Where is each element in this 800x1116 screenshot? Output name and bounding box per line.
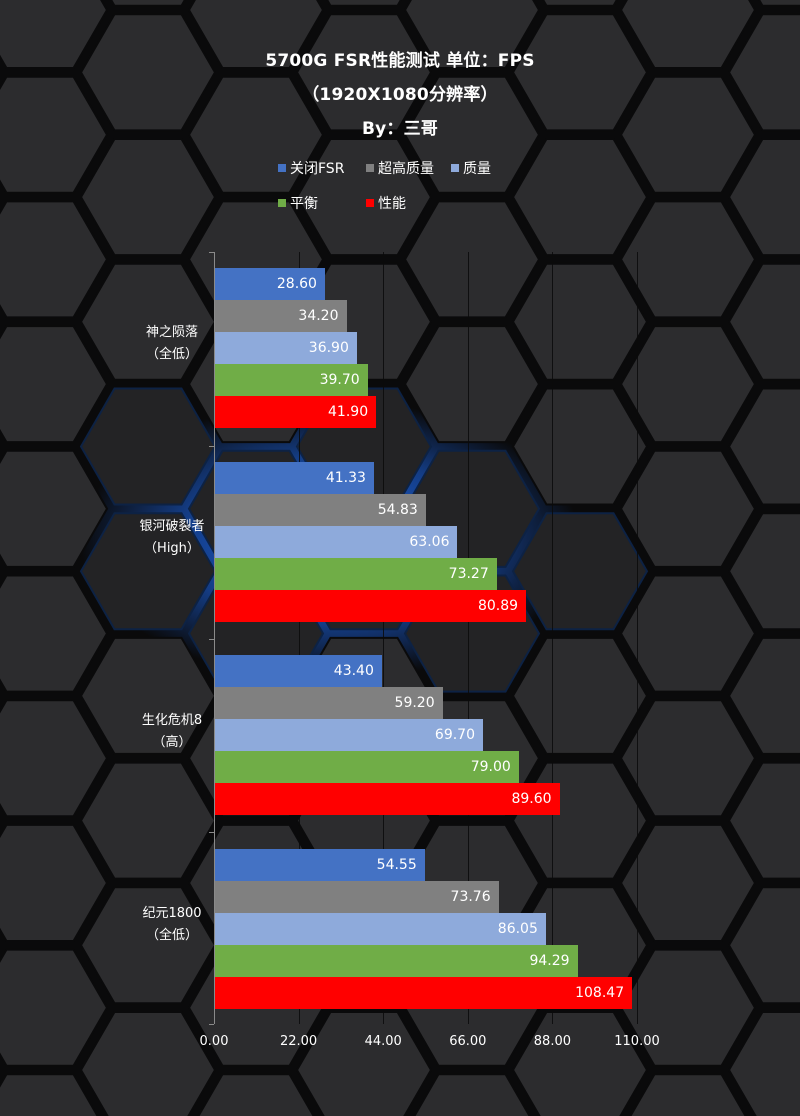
bar-value-label: 54.55 bbox=[376, 857, 417, 873]
gridline bbox=[298, 252, 300, 1024]
bar-value-label: 69.70 bbox=[434, 727, 476, 743]
category-name: 生化危机8 bbox=[141, 713, 203, 728]
x-axis-tick-label: 66.00 bbox=[449, 1034, 487, 1049]
bar[interactable]: 54.55 bbox=[215, 849, 425, 881]
category-setting: （全低） bbox=[145, 928, 198, 943]
legend-swatch-icon bbox=[366, 199, 374, 207]
bar-value-label: 86.05 bbox=[497, 921, 538, 937]
bar-value-label: 80.89 bbox=[477, 598, 519, 614]
category-label-4: 纪元1800 （全低） bbox=[107, 903, 237, 947]
bar[interactable]: 63.06 bbox=[215, 526, 458, 558]
y-axis-tick bbox=[209, 832, 214, 833]
category-label-3: 生化危机8 （高） bbox=[107, 710, 237, 754]
legend-label: 质量 bbox=[463, 161, 491, 177]
bar-value-label: 34.20 bbox=[298, 308, 339, 324]
bar-value-label: 73.27 bbox=[448, 566, 489, 582]
bar[interactable]: 28.60 bbox=[215, 268, 325, 300]
bar-value-label: 41.33 bbox=[325, 470, 366, 486]
bar-value-label: 59.20 bbox=[394, 695, 435, 711]
bar[interactable]: 94.29 bbox=[215, 945, 578, 977]
y-axis-tick bbox=[209, 1024, 214, 1025]
category-name: 银河破裂者 bbox=[139, 519, 205, 534]
bar-value-label: 41.90 bbox=[328, 404, 369, 420]
legend-item-performance[interactable]: 性能 bbox=[366, 193, 406, 213]
bar-value-label: 94.29 bbox=[529, 953, 570, 969]
category-label-2: 银河破裂者 （High） bbox=[107, 516, 237, 560]
x-axis-tick-label: 44.00 bbox=[364, 1034, 402, 1049]
legend-swatch-icon bbox=[366, 164, 374, 172]
legend-swatch-icon bbox=[278, 199, 286, 207]
bar-value-label: 79.00 bbox=[470, 759, 511, 775]
category-setting: （高） bbox=[152, 735, 192, 750]
legend-swatch-icon bbox=[278, 164, 286, 172]
y-axis-tick bbox=[209, 446, 214, 447]
bar[interactable]: 41.33 bbox=[215, 462, 374, 494]
bar[interactable]: 79.00 bbox=[215, 751, 519, 783]
x-axis-tick-label: 88.00 bbox=[533, 1034, 571, 1049]
chart-author: By：三哥 bbox=[361, 119, 439, 139]
category-setting: （High） bbox=[144, 541, 200, 556]
legend-item-quality[interactable]: 质量 bbox=[451, 158, 491, 178]
y-axis-tick bbox=[209, 639, 214, 640]
category-name: 纪元1800 bbox=[142, 906, 202, 921]
bar[interactable]: 80.89 bbox=[215, 590, 527, 622]
x-axis-tick-label: 110.00 bbox=[614, 1034, 660, 1049]
gridline bbox=[552, 252, 554, 1024]
chart-subtitle: （1920X1080分辨率） bbox=[302, 85, 498, 105]
legend-label: 超高质量 bbox=[378, 161, 434, 177]
bar[interactable]: 89.60 bbox=[215, 783, 560, 815]
bar[interactable]: 86.05 bbox=[215, 913, 546, 945]
category-label-1: 神之陨落 （全低） bbox=[107, 322, 237, 366]
y-axis-tick bbox=[209, 252, 214, 253]
bar-value-label: 39.70 bbox=[319, 372, 360, 388]
bar[interactable]: 36.90 bbox=[215, 332, 357, 364]
legend-label: 性能 bbox=[378, 196, 406, 212]
bar[interactable]: 39.70 bbox=[215, 364, 368, 396]
bar[interactable]: 34.20 bbox=[215, 300, 347, 332]
legend-item-ultra-quality[interactable]: 超高质量 bbox=[366, 158, 434, 178]
gridline bbox=[637, 252, 638, 1024]
bar[interactable]: 54.83 bbox=[215, 494, 426, 526]
bar-value-label: 108.47 bbox=[575, 985, 625, 1001]
legend-swatch-icon bbox=[451, 164, 459, 172]
legend-item-balanced[interactable]: 平衡 bbox=[278, 193, 318, 213]
x-axis-tick-label: 22.00 bbox=[279, 1034, 318, 1049]
bar-value-label: 36.90 bbox=[308, 340, 349, 356]
bar-value-label: 89.60 bbox=[511, 791, 552, 807]
legend-label: 平衡 bbox=[290, 196, 318, 212]
legend-item-off[interactable]: 关闭FSR bbox=[278, 158, 344, 178]
bar-value-label: 28.60 bbox=[276, 276, 317, 292]
bar[interactable]: 108.47 bbox=[215, 977, 633, 1009]
chart-title: 5700G FSR性能测试 单位：FPS bbox=[265, 51, 535, 71]
bar[interactable]: 59.20 bbox=[215, 687, 443, 719]
bar-value-label: 43.40 bbox=[333, 663, 374, 679]
bar-value-label: 63.06 bbox=[409, 534, 450, 550]
category-name: 神之陨落 bbox=[145, 325, 198, 340]
bar[interactable]: 73.76 bbox=[215, 881, 499, 913]
gridline bbox=[383, 252, 385, 1024]
bar-value-label: 73.76 bbox=[450, 889, 491, 905]
bar[interactable]: 41.90 bbox=[215, 396, 377, 428]
gridline bbox=[467, 252, 469, 1024]
bar[interactable]: 43.40 bbox=[215, 655, 382, 687]
y-axis-line bbox=[214, 252, 215, 1024]
bar[interactable]: 69.70 bbox=[215, 719, 484, 751]
bar[interactable]: 73.27 bbox=[215, 558, 497, 590]
legend-label: 关闭FSR bbox=[290, 161, 345, 177]
category-setting: （全低） bbox=[145, 347, 198, 362]
x-axis-tick-label: 0.00 bbox=[199, 1034, 229, 1049]
bar-value-label: 54.83 bbox=[377, 502, 418, 518]
